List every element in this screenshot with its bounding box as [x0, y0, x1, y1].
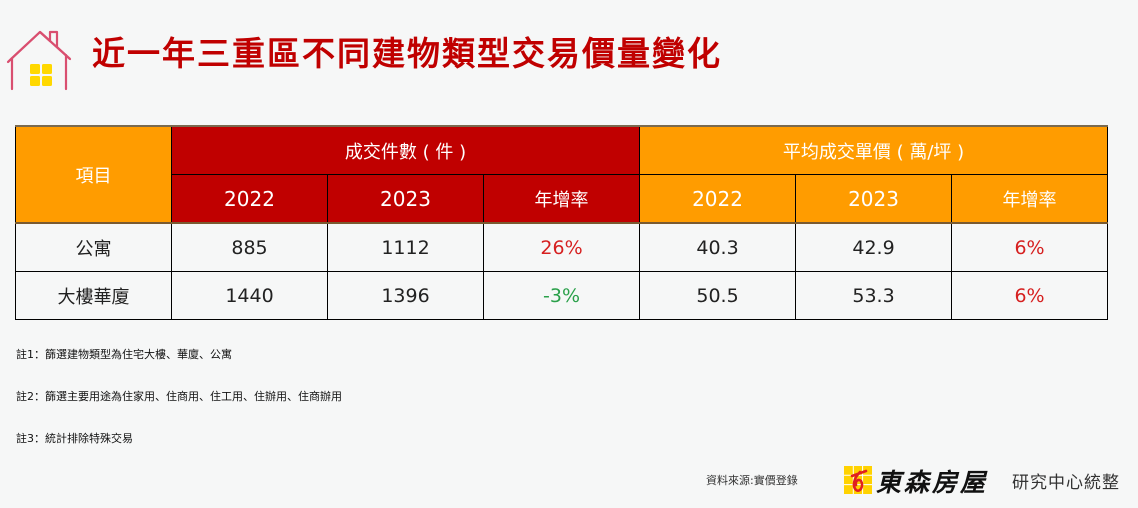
- price-yoy-header: 年增率: [951, 174, 1109, 224]
- page-title: 近一年三重區不同建物類型交易價量變化: [92, 34, 722, 73]
- page-header: 近一年三重區不同建物類型交易價量變化: [0, 0, 1138, 110]
- department: 研究中心統整: [1012, 473, 1120, 493]
- transaction-table: 項目 成交件數 ( 件 ) 平均成交單價 ( 萬/坪 ) 2022 2023 年…: [15, 125, 1109, 320]
- note-3: 註3：統計排除特殊交易: [16, 432, 133, 445]
- price-2023-cell: 53.3: [795, 271, 953, 320]
- table-row: 公寓 885 1112 26% 40.3 42.9 6%: [15, 222, 1109, 272]
- price-2023-header: 2023: [795, 174, 953, 224]
- data-source: 資料來源:實價登錄: [706, 474, 798, 487]
- price-group-header: 平均成交單價 ( 萬/坪 ): [639, 125, 1109, 175]
- brand-name: 東森房屋: [876, 468, 989, 497]
- row-label: 大樓華廈: [15, 271, 172, 320]
- house-icon: [6, 30, 72, 91]
- count-yoy-cell: -3%: [482, 271, 641, 320]
- table-row: 大樓華廈 1440 1396 -3% 50.5 53.3 6%: [15, 271, 1109, 320]
- price-2022-header: 2022: [639, 174, 797, 224]
- count-yoy-header: 年增率: [482, 174, 641, 224]
- ettoday-realty-logo-icon: [844, 466, 872, 494]
- count-2022-header: 2022: [171, 174, 328, 224]
- note-1: 註1：篩選建物類型為住宅大樓、華廈、公寓: [16, 348, 232, 361]
- price-2023-cell: 42.9: [795, 222, 953, 272]
- count-2023-cell: 1396: [327, 271, 484, 320]
- item-header: 項目: [15, 125, 172, 224]
- row-label: 公寓: [15, 222, 172, 272]
- count-2022-cell: 885: [171, 222, 328, 272]
- count-yoy-cell: 26%: [482, 222, 641, 272]
- note-2: 註2：篩選主要用途為住家用、住商用、住工用、住辦用、住商辦用: [16, 390, 342, 403]
- price-yoy-cell: 6%: [951, 271, 1109, 320]
- price-2022-cell: 50.5: [639, 271, 797, 320]
- count-group-header: 成交件數 ( 件 ): [170, 125, 641, 175]
- footer: 資料來源:實價登錄 東森房屋 研究中心統整: [706, 463, 1138, 497]
- price-2022-cell: 40.3: [639, 222, 797, 272]
- count-2023-header: 2023: [327, 174, 484, 224]
- price-yoy-cell: 6%: [951, 222, 1109, 272]
- count-2022-cell: 1440: [171, 271, 328, 320]
- count-2023-cell: 1112: [327, 222, 484, 272]
